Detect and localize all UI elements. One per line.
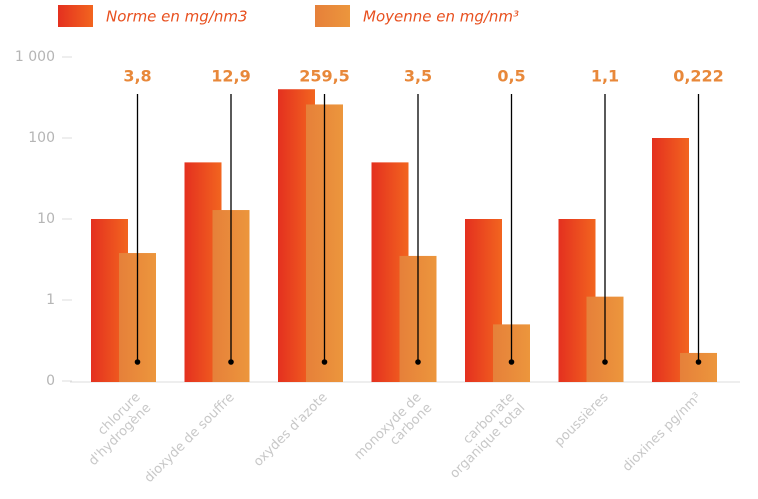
y-tick-label: 100 bbox=[28, 130, 55, 146]
legend-label: Norme en mg/nm3 bbox=[106, 8, 248, 26]
pin-dot bbox=[228, 359, 234, 365]
value-label: 0,222 bbox=[673, 67, 724, 86]
value-label: 0,5 bbox=[497, 67, 525, 86]
value-label: 3,8 bbox=[123, 67, 151, 86]
value-label: 259,5 bbox=[299, 67, 350, 86]
y-tick-label: 0 bbox=[46, 373, 55, 389]
pin-dot bbox=[695, 359, 702, 365]
value-label: 1,1 bbox=[591, 67, 619, 86]
y-tick-label: 1 bbox=[46, 292, 55, 308]
bar bbox=[652, 138, 689, 382]
pin-dot bbox=[415, 359, 421, 365]
value-label: 3,5 bbox=[404, 67, 432, 86]
pin-dot bbox=[602, 359, 608, 365]
legend-swatch bbox=[315, 5, 350, 27]
value-label: 12,9 bbox=[211, 67, 250, 86]
pin-dot bbox=[134, 359, 141, 365]
pin-dot bbox=[508, 359, 515, 365]
y-tick-label: 1 000 bbox=[15, 49, 55, 65]
legend-swatch bbox=[58, 5, 93, 27]
pin-dot bbox=[321, 359, 328, 365]
y-tick-label: 10 bbox=[37, 211, 55, 227]
legend-label: Moyenne en mg/nm³ bbox=[363, 8, 519, 26]
